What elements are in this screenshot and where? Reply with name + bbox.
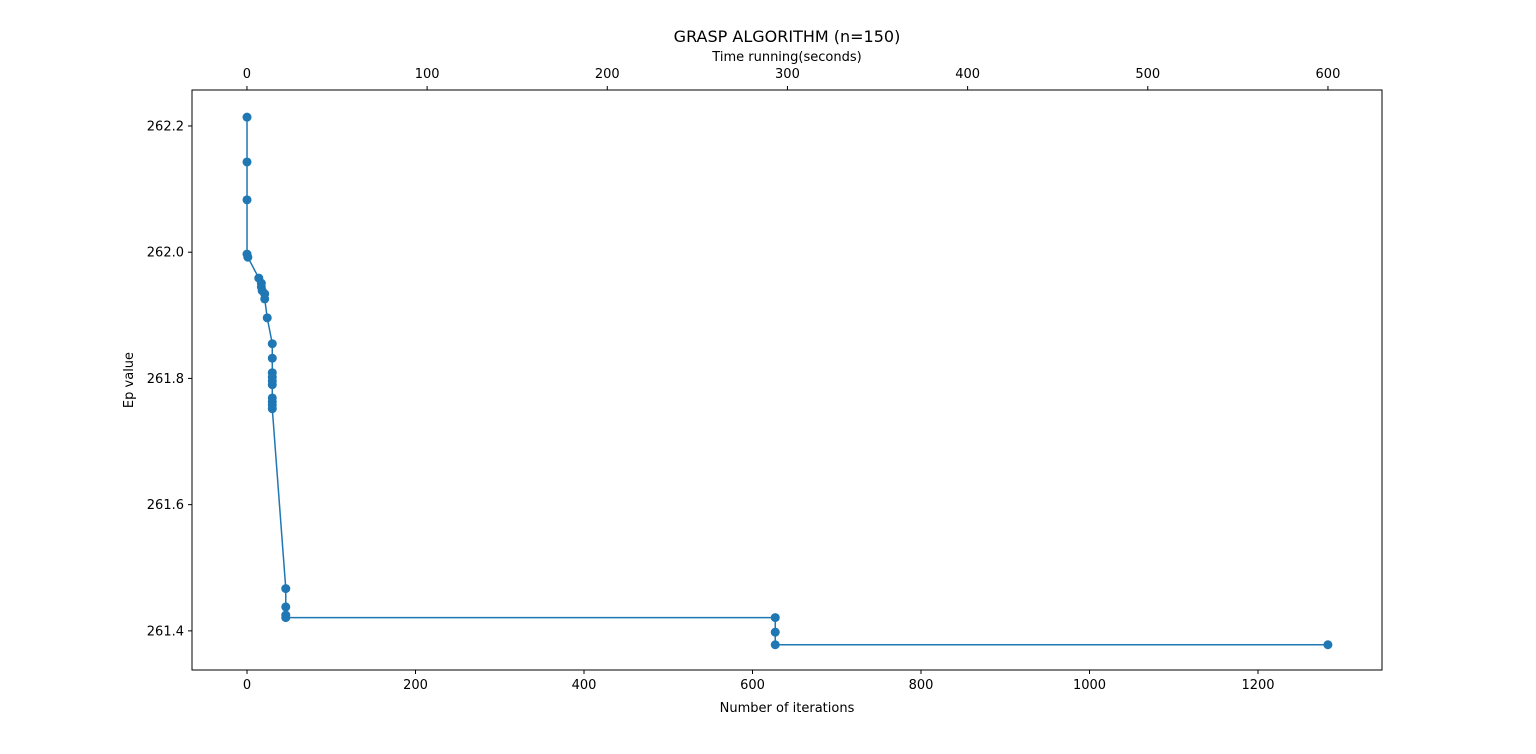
y-tick-label: 262.0	[147, 246, 184, 261]
data-point	[267, 353, 277, 363]
data-point	[260, 294, 270, 304]
data-point	[281, 613, 291, 623]
data-point	[262, 313, 272, 323]
x2-tick-label: 100	[415, 67, 440, 82]
x2-axis-label: Time running(seconds)	[711, 50, 861, 65]
x-tick-label: 1200	[1241, 678, 1274, 693]
x2-tick-label: 600	[1316, 67, 1341, 82]
x2-tick-label: 200	[595, 67, 620, 82]
x2-tick-label: 500	[1135, 67, 1160, 82]
x-tick-label: 800	[909, 678, 934, 693]
data-point	[1323, 640, 1333, 650]
x2-tick-label: 0	[243, 67, 251, 82]
data-point	[770, 627, 780, 637]
data-line	[246, 117, 1328, 646]
data-point	[242, 157, 252, 167]
x2-tick-label: 400	[955, 67, 980, 82]
data-point	[281, 584, 291, 594]
data-point	[267, 380, 277, 390]
data-point	[770, 613, 780, 623]
y-tick-label: 261.8	[147, 372, 184, 387]
x-axis-label: Number of iterations	[720, 701, 855, 716]
y-tick-label: 261.4	[147, 624, 184, 639]
data-point	[242, 112, 252, 122]
x-tick-label: 0	[243, 678, 251, 693]
plot-frame	[191, 89, 1383, 671]
data-point	[267, 339, 277, 349]
x-tick-label: 1000	[1073, 678, 1106, 693]
x-tick-label: 200	[403, 678, 428, 693]
data-point	[242, 195, 252, 205]
x-tick-label: 600	[740, 678, 765, 693]
data-point	[281, 602, 291, 612]
data-point	[243, 252, 253, 262]
y-tick-label: 261.6	[147, 498, 184, 513]
y-axis-label: Ep value	[122, 352, 137, 408]
y-tick-label: 262.2	[147, 119, 184, 134]
data-point	[267, 404, 277, 414]
chart-title: GRASP ALGORITHM (n=150)	[674, 27, 901, 46]
x2-tick-label: 300	[775, 67, 800, 82]
data-point	[770, 640, 780, 650]
x-tick-label: 400	[572, 678, 597, 693]
